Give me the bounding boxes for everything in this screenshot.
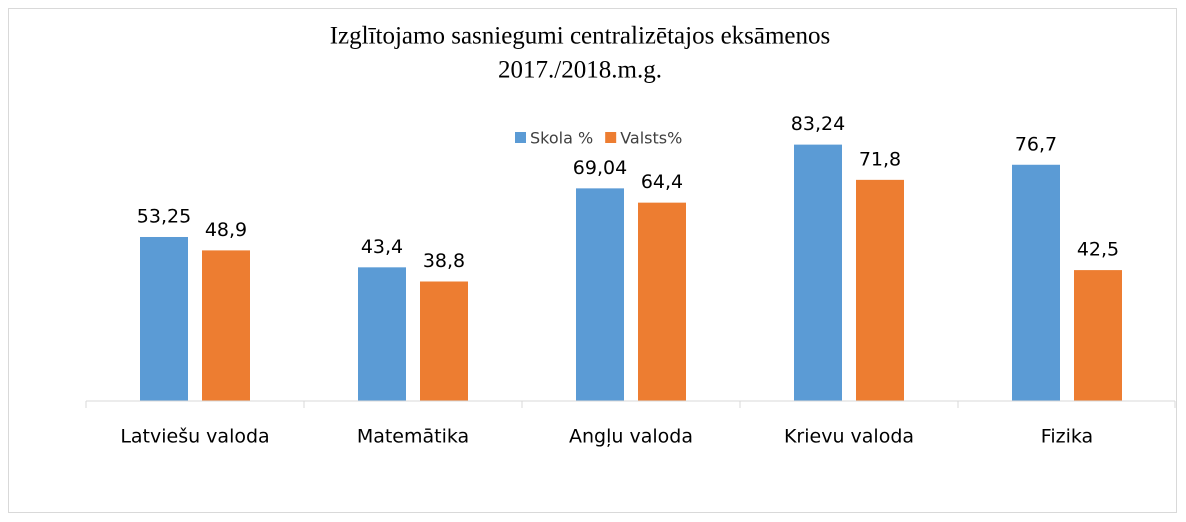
legend-swatch	[515, 132, 526, 143]
data-label: 71,8	[859, 148, 901, 170]
data-label: 69,04	[573, 157, 627, 179]
x-tick-label: Matemātika	[357, 426, 469, 448]
x-tick-label: Krievu valoda	[784, 426, 914, 448]
data-label: 38,8	[423, 250, 465, 272]
data-label: 48,9	[205, 219, 247, 241]
bar	[1074, 270, 1122, 401]
legend-label: Valsts%	[620, 129, 682, 148]
legend-label: Skola %	[530, 129, 593, 148]
data-label: 53,25	[137, 205, 191, 227]
bar	[794, 144, 842, 402]
bar	[358, 267, 406, 401]
x-tick-label: Fizika	[1041, 426, 1093, 448]
bar	[856, 179, 904, 401]
data-label: 83,24	[791, 113, 845, 135]
bar	[140, 236, 188, 401]
chart-subtitle: 2017./2018.m.g.	[498, 57, 662, 84]
bar	[202, 250, 250, 401]
data-label: 64,4	[641, 171, 683, 193]
bar	[638, 202, 686, 401]
data-label: 42,5	[1077, 239, 1119, 261]
data-label: 76,7	[1015, 133, 1057, 155]
x-tick-label: Latviešu valoda	[120, 426, 269, 448]
bar	[1012, 164, 1060, 401]
x-tick-label: Angļu valoda	[569, 426, 693, 448]
bar	[576, 188, 624, 401]
data-label: 43,4	[361, 236, 403, 258]
chart-title: Izglītojamo sasniegumi centralizētajos e…	[330, 23, 831, 50]
legend-swatch	[605, 132, 617, 143]
bar	[420, 281, 468, 401]
